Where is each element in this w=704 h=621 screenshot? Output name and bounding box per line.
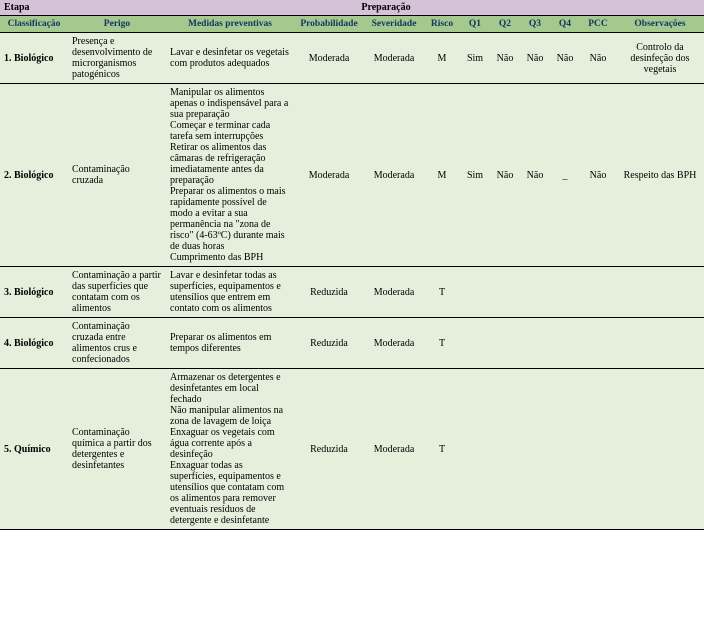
col-perigo: Perigo — [68, 16, 166, 33]
cell-pcc: Não — [580, 84, 616, 267]
cell-q1 — [460, 369, 490, 530]
cell-q2 — [490, 369, 520, 530]
header-row: Classificação Perigo Medidas preventivas… — [0, 16, 704, 33]
cell-risco: M — [424, 84, 460, 267]
cell-observacoes: Respeito das BPH — [616, 84, 704, 267]
cell-q3 — [520, 369, 550, 530]
cell-perigo: Contaminação química a partir dos deterg… — [68, 369, 166, 530]
col-q4: Q4 — [550, 16, 580, 33]
cell-perigo: Presença e desenvolvimento de microrgani… — [68, 33, 166, 84]
cell-q4 — [550, 318, 580, 369]
cell-q4 — [550, 267, 580, 318]
cell-severidade: Moderada — [364, 318, 424, 369]
cell-observacoes — [616, 369, 704, 530]
cell-q1 — [460, 267, 490, 318]
etapa-label: Etapa — [0, 0, 68, 16]
cell-probabilidade: Moderada — [294, 84, 364, 267]
cell-probabilidade: Reduzida — [294, 267, 364, 318]
cell-probabilidade: Moderada — [294, 33, 364, 84]
cell-q2: Não — [490, 33, 520, 84]
cell-severidade: Moderada — [364, 33, 424, 84]
cell-q3: Não — [520, 84, 550, 267]
cell-classificacao: 5. Químico — [0, 369, 68, 530]
cell-risco: T — [424, 369, 460, 530]
col-q2: Q2 — [490, 16, 520, 33]
cell-medidas: Manipular os alimentos apenas o indispen… — [166, 84, 294, 267]
col-q3: Q3 — [520, 16, 550, 33]
cell-severidade: Moderada — [364, 369, 424, 530]
cell-risco: M — [424, 33, 460, 84]
cell-classificacao: 1. Biológico — [0, 33, 68, 84]
table-row: 3. BiológicoContaminação a partir das su… — [0, 267, 704, 318]
cell-perigo: Contaminação cruzada — [68, 84, 166, 267]
cell-observacoes — [616, 267, 704, 318]
col-observacoes: Observações — [616, 16, 704, 33]
col-classificacao: Classificação — [0, 16, 68, 33]
col-risco: Risco — [424, 16, 460, 33]
table-row: 4. BiológicoContaminação cruzada entre a… — [0, 318, 704, 369]
etapa-value: Preparação — [68, 0, 704, 16]
cell-medidas: Lavar e desinfetar todas as superfícies,… — [166, 267, 294, 318]
cell-pcc — [580, 369, 616, 530]
hazard-table: Etapa Preparação Classificação Perigo Me… — [0, 0, 704, 530]
cell-severidade: Moderada — [364, 267, 424, 318]
cell-q4: Não — [550, 33, 580, 84]
cell-q3: Não — [520, 33, 550, 84]
table-row: 5. QuímicoContaminação química a partir … — [0, 369, 704, 530]
cell-classificacao: 4. Biológico — [0, 318, 68, 369]
cell-q3 — [520, 318, 550, 369]
cell-probabilidade: Reduzida — [294, 369, 364, 530]
cell-q4: _ — [550, 84, 580, 267]
cell-observacoes — [616, 318, 704, 369]
col-severidade: Severidade — [364, 16, 424, 33]
etapa-row: Etapa Preparação — [0, 0, 704, 16]
cell-risco: T — [424, 267, 460, 318]
cell-perigo: Contaminação a partir das superfícies qu… — [68, 267, 166, 318]
col-medidas: Medidas preventivas — [166, 16, 294, 33]
cell-observacoes: Controlo da desinfeção dos vegetais — [616, 33, 704, 84]
cell-medidas: Lavar e desinfetar os vegetais com produ… — [166, 33, 294, 84]
cell-medidas: Preparar os alimentos em tempos diferent… — [166, 318, 294, 369]
col-pcc: PCC — [580, 16, 616, 33]
cell-q3 — [520, 267, 550, 318]
cell-q1 — [460, 318, 490, 369]
cell-severidade: Moderada — [364, 84, 424, 267]
table-row: 2. BiológicoContaminação cruzadaManipula… — [0, 84, 704, 267]
cell-pcc — [580, 267, 616, 318]
cell-q1: Sim — [460, 84, 490, 267]
col-q1: Q1 — [460, 16, 490, 33]
cell-q2: Não — [490, 84, 520, 267]
cell-perigo: Contaminação cruzada entre alimentos cru… — [68, 318, 166, 369]
cell-probabilidade: Reduzida — [294, 318, 364, 369]
cell-q4 — [550, 369, 580, 530]
cell-q1: Sim — [460, 33, 490, 84]
cell-q2 — [490, 267, 520, 318]
table-row: 1. BiológicoPresença e desenvolvimento d… — [0, 33, 704, 84]
cell-pcc: Não — [580, 33, 616, 84]
cell-classificacao: 3. Biológico — [0, 267, 68, 318]
cell-medidas: Armazenar os detergentes e desinfetantes… — [166, 369, 294, 530]
cell-q2 — [490, 318, 520, 369]
col-probabilidade: Probabilidade — [294, 16, 364, 33]
cell-classificacao: 2. Biológico — [0, 84, 68, 267]
cell-pcc — [580, 318, 616, 369]
cell-risco: T — [424, 318, 460, 369]
